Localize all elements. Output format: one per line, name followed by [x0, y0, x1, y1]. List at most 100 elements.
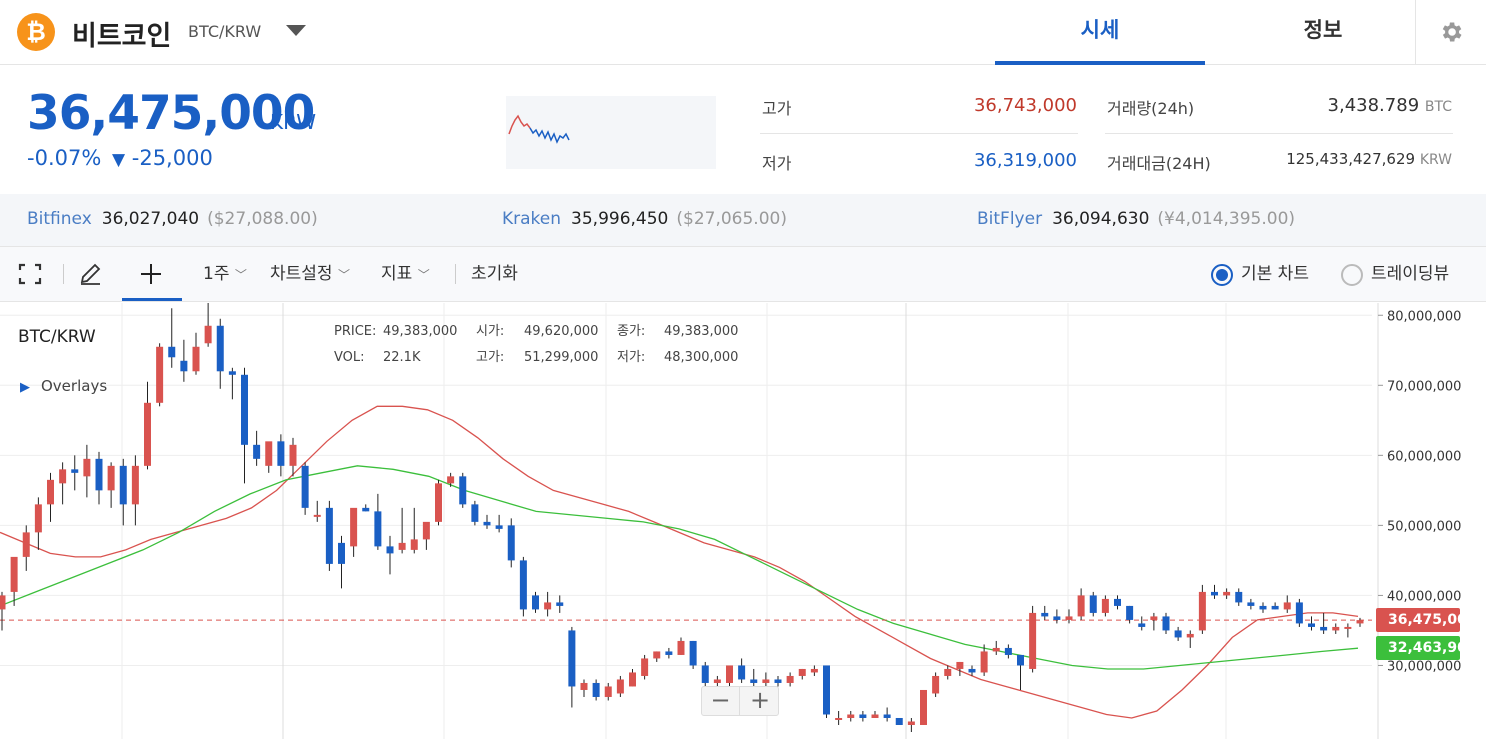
- exchange-name: Kraken: [502, 209, 562, 229]
- tradingview-label[interactable]: 트레이딩뷰: [1371, 264, 1450, 284]
- candle-body: [313, 514, 321, 517]
- price-unit: KRW: [270, 110, 316, 134]
- exchange-bitfinex[interactable]: Bitfinex 36,027,040 ($27,088.00): [27, 209, 318, 229]
- candle-body: [544, 602, 552, 610]
- play-icon[interactable]: ▶: [20, 380, 30, 395]
- chevron-down-icon: ﹀: [234, 268, 247, 282]
- exchange-price: 35,996,450: [571, 209, 669, 229]
- candle-body: [1186, 633, 1194, 638]
- legend-open-value: 49,620,000: [524, 324, 598, 339]
- candle-body: [738, 665, 746, 680]
- exchange-jpy: (¥4,014,395.00): [1157, 209, 1296, 229]
- candle-body: [265, 441, 273, 466]
- candle-body: [386, 546, 394, 554]
- low-label: 저가: [762, 154, 792, 173]
- high-label: 고가: [762, 99, 792, 118]
- settings-button[interactable]: [1415, 0, 1486, 65]
- price-chart[interactable]: 80,000,000 70,000,000 60,000,000 50,000,000…: [0, 301, 1486, 739]
- candle-body: [726, 665, 733, 683]
- chart-settings-label: 차트설정: [270, 264, 333, 284]
- candle-body: [398, 542, 406, 550]
- candle-body: [956, 661, 964, 669]
- candle-body: [1053, 616, 1061, 620]
- candle-body: [1344, 626, 1352, 629]
- candle-body: [859, 714, 867, 718]
- y-tick-label: 80,000,000: [1387, 309, 1461, 324]
- chart-settings-menu[interactable]: 차트설정 ﹀: [270, 247, 350, 301]
- indicators-menu[interactable]: 지표 ﹀: [381, 247, 430, 301]
- candle-body: [1283, 602, 1291, 610]
- legend-price-value: 49,383,000: [383, 324, 457, 339]
- candle-body: [447, 476, 455, 484]
- candle-body: [338, 542, 345, 564]
- pencil-icon[interactable]: [78, 262, 104, 286]
- candle-body: [192, 346, 200, 372]
- sparkline-down: [529, 127, 570, 144]
- candle-body: [786, 675, 794, 683]
- price-summary: 36,475,000 KRW -0.07% ▼ -25,000 고가 36,74…: [0, 66, 1486, 194]
- tab-info[interactable]: 정보: [1303, 18, 1343, 42]
- candle-body: [556, 602, 564, 606]
- candle-body: [762, 679, 770, 683]
- candle-body: [1162, 616, 1170, 631]
- indicators-label: 지표: [381, 264, 413, 284]
- fullscreen-icon[interactable]: [18, 263, 42, 285]
- basic-chart-label[interactable]: 기본 차트: [1241, 264, 1309, 284]
- tab-price[interactable]: 시세: [995, 0, 1205, 65]
- reset-button[interactable]: 초기화: [471, 264, 518, 284]
- zoom-in-button[interactable]: +: [749, 686, 771, 714]
- period-select[interactable]: 1주 ﹀: [203, 247, 247, 301]
- tradingview-radio[interactable]: [1341, 264, 1363, 286]
- candle-body: [907, 721, 915, 725]
- candle-body: [1198, 591, 1206, 631]
- gear-icon: [1442, 22, 1462, 42]
- candle-body: [968, 668, 976, 673]
- candle-body: [835, 717, 843, 720]
- period-label: 1주: [203, 264, 230, 284]
- volume-value: 3,438.789: [1327, 95, 1420, 116]
- amount-value: 125,433,427,629: [1286, 150, 1416, 168]
- candlestick-chart[interactable]: 80,000,000 70,000,000 60,000,000 50,000,000…: [0, 301, 1486, 739]
- candle-body: [1223, 591, 1231, 596]
- candle-body: [0, 595, 6, 610]
- candle-body: [1332, 626, 1340, 631]
- change-amount: -25,000: [131, 146, 213, 170]
- ma-long-line: [0, 465, 1359, 670]
- toolbar-divider: [455, 264, 456, 284]
- volume-unit: BTC: [1424, 99, 1452, 115]
- exchange-name: Bitfinex: [27, 209, 92, 229]
- high-value: 36,743,000: [973, 95, 1077, 116]
- candle-body: [944, 668, 952, 676]
- candle-body: [471, 504, 479, 522]
- candle-body: [1320, 626, 1328, 631]
- candle-body: [156, 346, 164, 403]
- zoom-out-button[interactable]: −: [702, 687, 740, 715]
- moving-averages: [0, 405, 1372, 719]
- basic-chart-radio[interactable]: [1211, 264, 1233, 286]
- candle-body: [422, 521, 430, 540]
- volume-value-wrap: 3,438.789 BTC: [1172, 95, 1452, 116]
- candle-body: [1029, 612, 1037, 669]
- last-price-tag: 36,475,000: [1376, 608, 1477, 633]
- candle-body: [920, 689, 927, 725]
- candle-body: [883, 714, 891, 718]
- candle-body: [774, 679, 782, 683]
- candle-body: [532, 595, 539, 610]
- exchange-kraken[interactable]: Kraken 35,996,450 ($27,065.00): [502, 209, 787, 229]
- candle-body: [95, 458, 103, 491]
- candle-body: [823, 665, 830, 715]
- candle-body: [459, 476, 467, 505]
- coin-name: 비트코인: [72, 21, 172, 52]
- overlays-toggle[interactable]: Overlays: [41, 377, 107, 395]
- candle-body: [713, 679, 721, 683]
- y-tick-label: 70,000,000: [1387, 379, 1461, 394]
- exchange-bitflyer[interactable]: BitFlyer 36,094,630 (¥4,014,395.00): [977, 209, 1295, 229]
- candle-body: [1114, 598, 1121, 606]
- chevron-down-icon[interactable]: [286, 25, 306, 36]
- amount-label: 거래대금(24H): [1107, 154, 1211, 173]
- crosshair-tool[interactable]: [122, 247, 182, 301]
- sparkline-up: [508, 114, 531, 135]
- current-price: 36,475,000: [27, 86, 315, 141]
- candle-body: [253, 444, 261, 459]
- change-percent: -0.07%: [27, 146, 102, 170]
